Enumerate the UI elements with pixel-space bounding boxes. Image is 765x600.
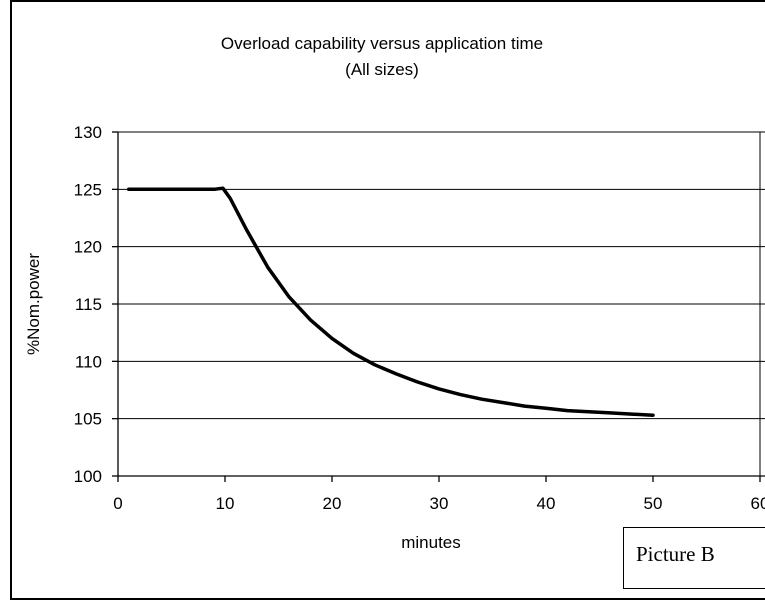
y-tick-label-5: 125 [74,180,102,199]
picture-label: Picture B [636,542,715,566]
chart-title: Overload capability versus application t… [221,34,543,53]
x-tick-label-1: 10 [216,494,235,513]
x-tick-label-2: 20 [323,494,342,513]
chart-subtitle: (All sizes) [345,60,419,79]
y-tick-label-6: 130 [74,123,102,142]
y-tick-label-0: 100 [74,467,102,486]
x-tick-label-3: 30 [430,494,449,513]
x-axis-label: minutes [401,533,461,552]
chart-frame [10,0,765,600]
y-axis-label: %Nom.power [24,253,43,355]
x-tick-label-0: 0 [113,494,122,513]
x-tick-label-5: 50 [644,494,663,513]
series-line-0 [126,186,655,417]
y-tick-label-2: 110 [75,352,102,371]
picture-label-box: Picture B [623,527,765,589]
x-tick-label-6: 60 [751,494,765,513]
y-tick-label-4: 120 [74,238,102,257]
x-tick-label-4: 40 [537,494,556,513]
y-tick-label-1: 105 [74,410,102,429]
chart: Overload capability versus application t… [24,34,765,552]
y-tick-label-3: 115 [75,295,102,314]
